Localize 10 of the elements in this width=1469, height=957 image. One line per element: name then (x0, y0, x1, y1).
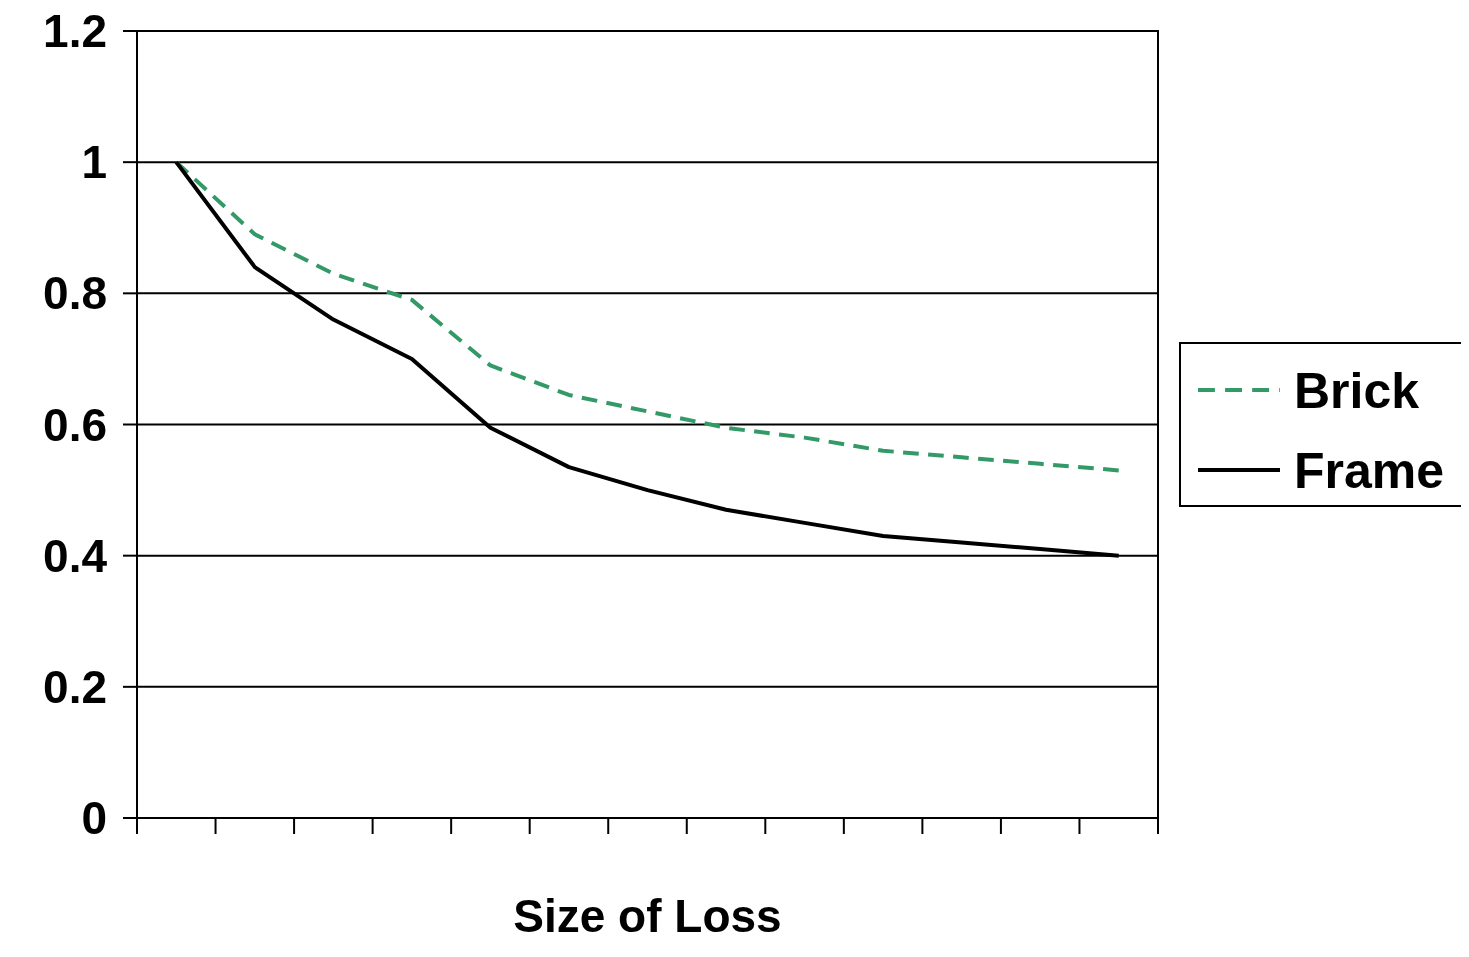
y-tick-label: 1.2 (43, 5, 107, 58)
y-tick-label: 1 (81, 136, 107, 189)
legend-label: Frame (1294, 442, 1445, 499)
y-tick-label: 0.8 (43, 267, 107, 320)
x-axis-title: Size of Loss (513, 890, 782, 942)
y-tick-label: 0.6 (43, 398, 107, 451)
y-tick-label: 0.4 (43, 529, 108, 582)
legend-label: Brick (1294, 362, 1420, 419)
y-tick-label: 0 (81, 792, 107, 845)
y-tick-label: 0.2 (43, 660, 107, 713)
